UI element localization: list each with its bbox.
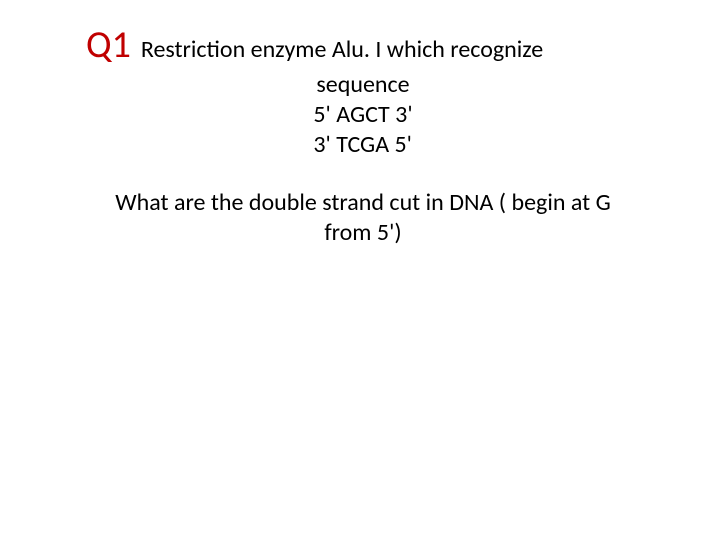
sequence-top: 5' AGCT 3' (313, 100, 412, 130)
heading-line: Q1 Restriction enzyme Alu. I which recog… (66, 22, 660, 68)
question-number: Q1 (86, 22, 131, 68)
sequence-bottom: 3' TCGA 5' (313, 130, 412, 160)
sequence-label: sequence (66, 70, 660, 100)
heading-text: Restriction enzyme Alu. I which recogniz… (141, 35, 543, 64)
question-text-line2: from 5') (66, 218, 660, 248)
question-text-line1: What are the double strand cut in DNA ( … (66, 188, 660, 218)
